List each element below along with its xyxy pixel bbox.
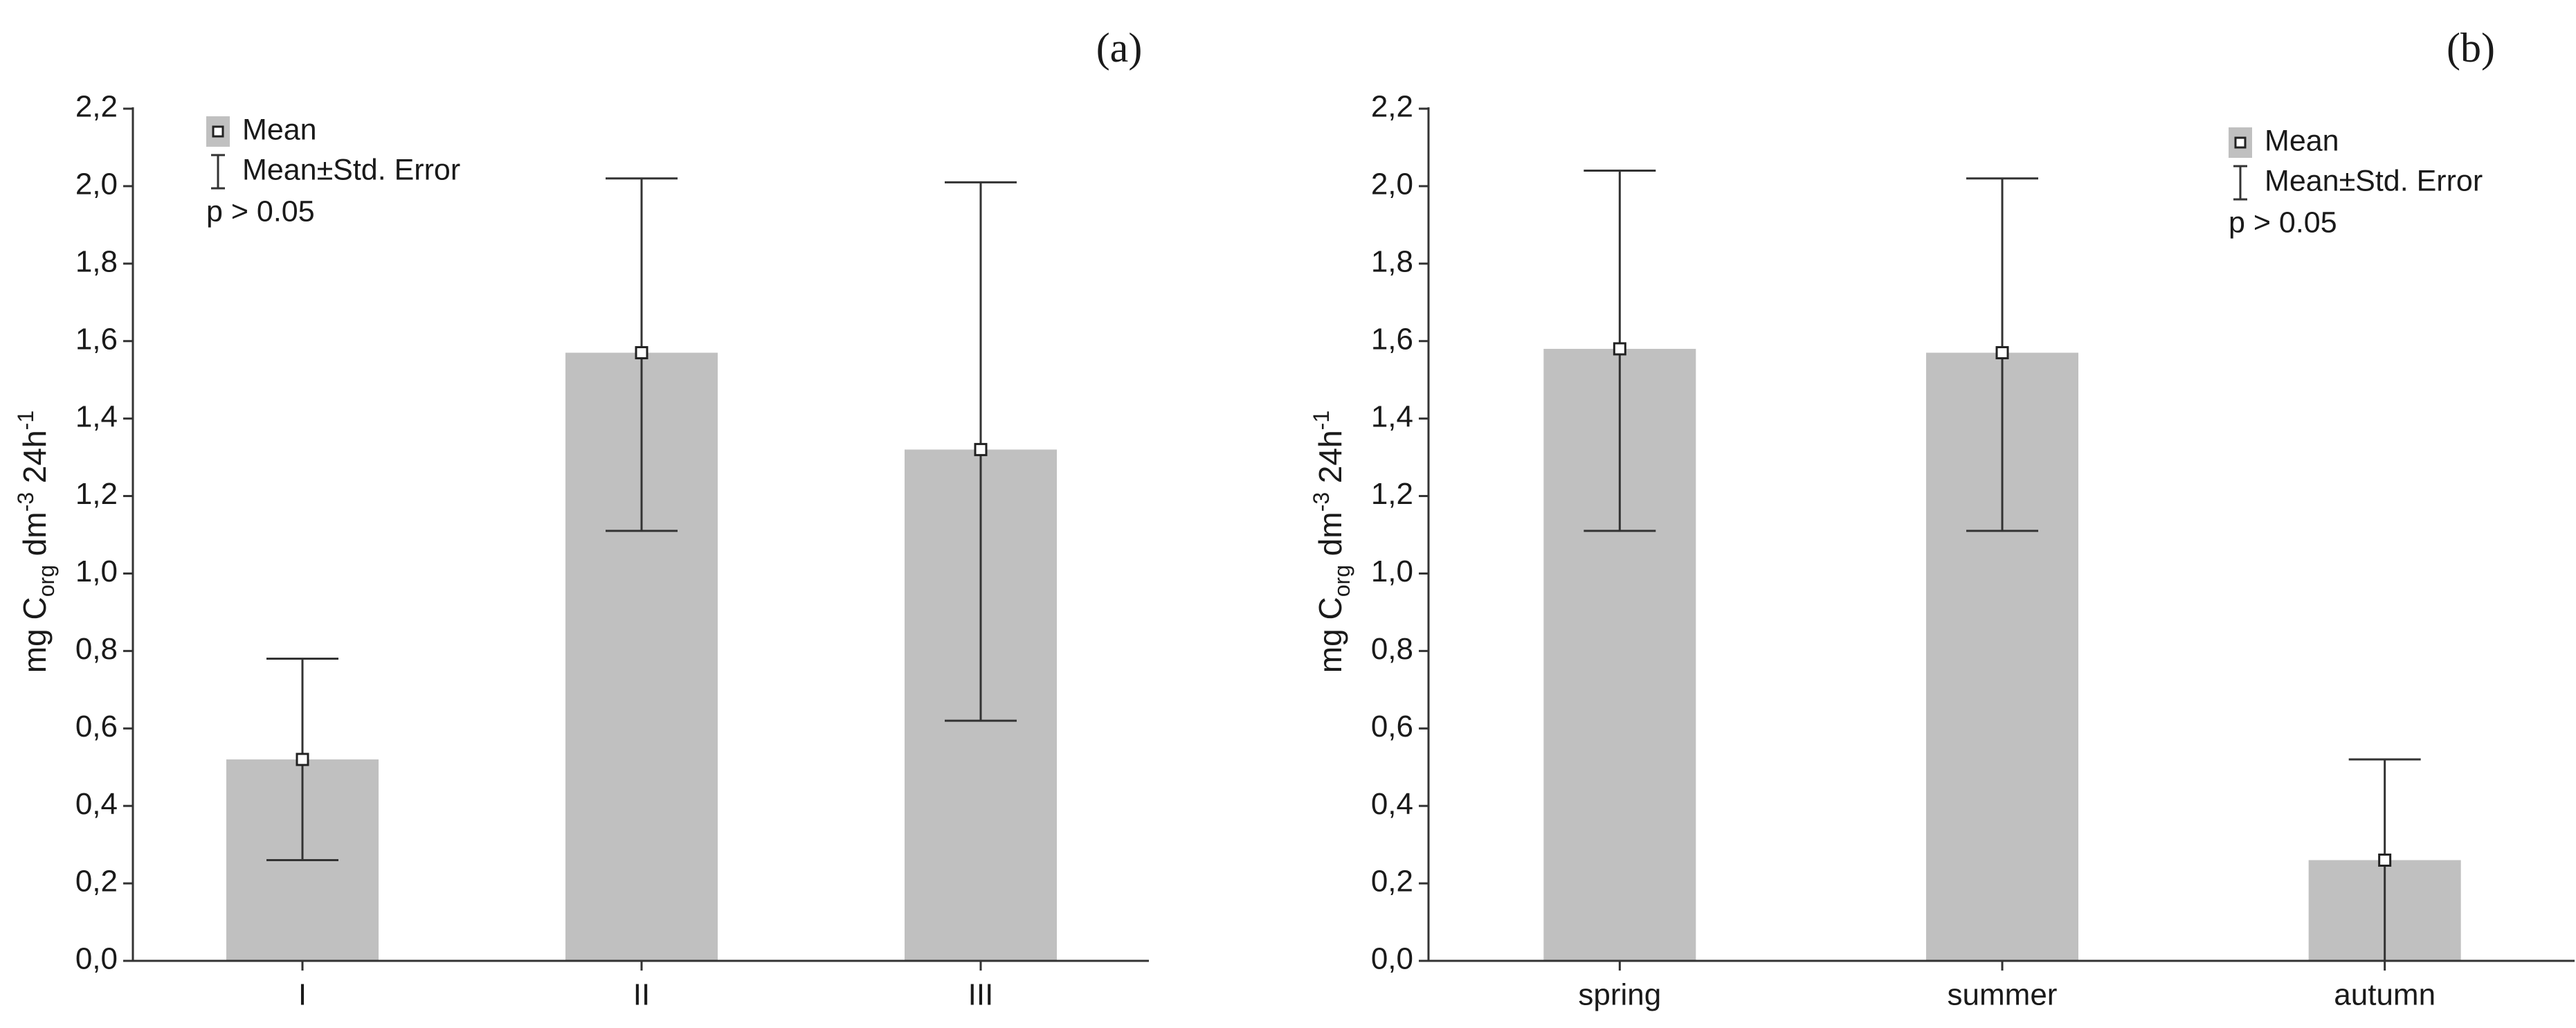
y-axis-label: mg Corg dm-3 24h-1 <box>1309 411 1354 673</box>
legend-mean-marker <box>2234 136 2247 149</box>
panel-label: (b) <box>2447 25 2495 71</box>
y-tick-label: 0,0 <box>1371 942 1413 976</box>
y-tick-label: 1,2 <box>1371 477 1413 511</box>
legend-error-label: Mean±Std. Error <box>242 153 460 186</box>
mean-marker <box>1995 346 2009 360</box>
legend-mean-label: Mean <box>242 113 317 146</box>
x-tick-label: spring <box>1578 978 1661 1012</box>
y-tick-label: 0,6 <box>75 710 118 743</box>
y-tick-label: 1,0 <box>75 554 118 588</box>
y-tick-label: 1,4 <box>75 399 118 433</box>
mean-marker <box>974 442 988 456</box>
y-tick-label: 1,4 <box>1371 399 1413 433</box>
mean-marker <box>1613 342 1626 356</box>
legend-p-value: p > 0.05 <box>206 195 315 228</box>
mean-marker <box>635 346 648 360</box>
y-tick-label: 0,8 <box>75 632 118 666</box>
y-tick-label: 1,6 <box>75 322 118 356</box>
mean-marker <box>2378 854 2392 867</box>
y-tick-label: 2,0 <box>1371 168 1413 201</box>
legend-mean-marker <box>212 125 224 138</box>
y-tick-label: 2,2 <box>1371 90 1413 124</box>
legend-mean-label: Mean <box>2265 124 2339 157</box>
y-axis-label: mg Corg dm-3 24h-1 <box>13 411 59 673</box>
y-tick-label: 0,0 <box>75 942 118 976</box>
y-tick-label: 0,4 <box>75 787 118 821</box>
y-tick-label: 0,2 <box>75 865 118 899</box>
legend: Mean Mean±Std. Error p > 0.05 <box>2229 124 2483 239</box>
legend-p-value: p > 0.05 <box>2229 206 2337 239</box>
y-tick-label: 1,2 <box>75 477 118 511</box>
y-tick-label: 1,0 <box>1371 554 1413 588</box>
x-tick-label: I <box>298 978 307 1012</box>
y-tick-label: 2,2 <box>75 90 118 124</box>
y-tick-label: 0,4 <box>1371 787 1413 821</box>
chart-panel-b: (b) 0,0 0,2 0,4 0,6 0,8 1,0 1,2 1,4 1,6 1,8 2,0 2,2 s… <box>1309 25 2575 1012</box>
y-tick-label: 0,6 <box>1371 710 1413 743</box>
panel-label: (a) <box>1096 25 1143 71</box>
x-tick-label: autumn <box>2334 978 2436 1012</box>
y-tick-label: 1,8 <box>1371 244 1413 278</box>
y-tick-label: 0,8 <box>1371 632 1413 666</box>
x-tick-label: III <box>968 978 994 1012</box>
y-tick-label: 2,0 <box>75 168 118 201</box>
y-tick-label: 1,8 <box>75 244 118 278</box>
x-tick-label: summer <box>1948 978 2058 1012</box>
chart-panel-a: (a) 0,0 0,2 0,4 0,6 0,8 1,0 1,2 1,4 1,6 1,8 2,0 2,2 I… <box>13 25 1149 1012</box>
y-tick-label: 0,2 <box>1371 865 1413 899</box>
mean-marker <box>296 752 309 766</box>
legend-error-label: Mean±Std. Error <box>2265 164 2483 197</box>
y-tick-label: 1,6 <box>1371 322 1413 356</box>
legend: Mean Mean±Std. Error p > 0.05 <box>206 113 460 228</box>
x-tick-label: II <box>633 978 650 1012</box>
